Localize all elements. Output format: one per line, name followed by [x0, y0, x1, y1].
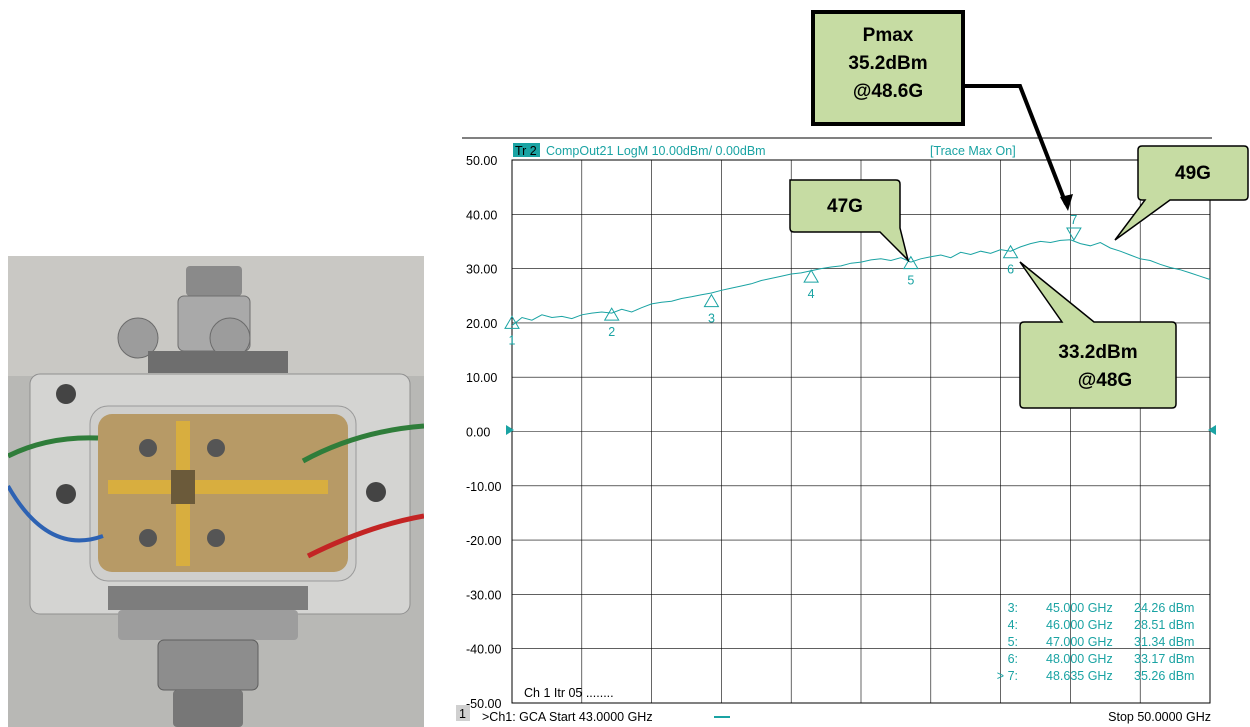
marker-table-freq: 46.000 GHz — [1046, 618, 1113, 632]
marker-triangle — [603, 307, 620, 321]
marker-label: 7 — [1070, 213, 1077, 227]
channel-number-badge — [456, 705, 470, 721]
stop-frequency: Stop 50.0000 GHz — [1108, 710, 1211, 724]
marker-table-freq: 45.000 GHz — [1046, 601, 1113, 615]
amplifier-board-photo — [8, 256, 424, 727]
marker-label: 2 — [608, 325, 615, 339]
y-tick-label: -10.00 — [466, 480, 501, 494]
y-tick-label: 10.00 — [466, 371, 497, 385]
callout-49g-label: 49G — [1175, 163, 1211, 184]
callout-48g-line2: @48G — [1078, 370, 1132, 391]
marker-table-value: 33.17 dBm — [1134, 652, 1194, 666]
marker-table-num: 6: — [1008, 652, 1018, 666]
callout-48g: 33.2dBm @48G — [1019, 261, 1177, 409]
channel-number: 1 — [459, 707, 466, 721]
start-frequency: >Ch1: GCA Start 43.0000 GHz — [482, 710, 653, 724]
marker-table-value: 28.51 dBm — [1134, 618, 1194, 632]
y-tick-label: 40.00 — [466, 208, 497, 222]
y-tick-label: 50.00 — [466, 154, 497, 168]
trace-line — [511, 239, 1211, 326]
callout-47g-label: 47G — [827, 196, 863, 217]
y-tick-label: -20.00 — [466, 534, 501, 548]
marker-table-freq: 48.635 GHz — [1046, 669, 1113, 683]
y-tick-label: -30.00 — [466, 588, 501, 602]
marker-triangle — [1002, 244, 1019, 259]
trace-description: CompOut21 LogM 10.00dBm/ 0.00dBm — [546, 144, 766, 158]
marker-table-freq: 47.000 GHz — [1046, 635, 1113, 649]
y-tick-label: 0.00 — [466, 426, 490, 440]
marker-table-num: 4: — [1008, 618, 1018, 632]
trace-badge-bg — [513, 143, 540, 157]
marker-table-num: 5: — [1008, 635, 1018, 649]
marker-triangle — [504, 315, 520, 329]
y-tick-label: -50.00 — [466, 697, 501, 711]
marker-table-num: 3: — [1008, 601, 1018, 615]
y-tick-label: -40.00 — [466, 643, 501, 657]
left-reference-arrow — [506, 425, 514, 435]
marker-table-value: 24.26 dBm — [1134, 601, 1194, 615]
marker-table-value: 31.34 dBm — [1134, 635, 1194, 649]
marker-triangle — [1066, 227, 1082, 242]
callout-pmax: Pmax 35.2dBm @48.6G — [811, 10, 1073, 211]
callout-49g: 49G — [1114, 145, 1249, 241]
channel-status: Ch 1 Itr 05 ........ — [524, 686, 614, 700]
marker-layer: 1 2 3 4 5 6 7 — [504, 213, 1082, 347]
callout-pmax-line1: Pmax — [863, 25, 914, 46]
callout-47g: 47G — [789, 179, 910, 263]
trace-badge: Tr 2 — [515, 144, 537, 158]
marker-table-num: > 7: — [997, 669, 1018, 683]
marker-label: 5 — [907, 274, 914, 288]
marker-table-freq: 48.000 GHz — [1046, 652, 1113, 666]
right-reference-arrow — [1208, 425, 1216, 435]
marker-label: 3 — [708, 312, 715, 326]
marker-triangle — [703, 293, 720, 308]
callout-48g-line1: 33.2dBm — [1058, 342, 1137, 363]
callout-pmax-line3: @48.6G — [853, 81, 923, 102]
marker-label: 6 — [1007, 263, 1014, 277]
y-tick-labels: 50.00 40.00 30.00 20.00 10.00 0.00 -10.00 -20.0… — [466, 154, 501, 711]
y-tick-label: 20.00 — [466, 317, 497, 331]
marker-label: 4 — [808, 287, 815, 301]
marker-triangle — [902, 255, 919, 270]
marker-table: 3: 45.000 GHz 24.26 dBm 4: 46.000 GHz 28.51 d… — [997, 601, 1195, 683]
trace-layer — [511, 239, 1211, 326]
marker-triangle — [803, 269, 820, 283]
y-tick-label: 30.00 — [466, 263, 497, 277]
trace-max-status: [Trace Max On] — [930, 144, 1016, 158]
marker-label: 1 — [509, 333, 516, 347]
callout-pmax-line2: 35.2dBm — [848, 53, 927, 74]
marker-table-value: 35.26 dBm — [1134, 669, 1194, 683]
